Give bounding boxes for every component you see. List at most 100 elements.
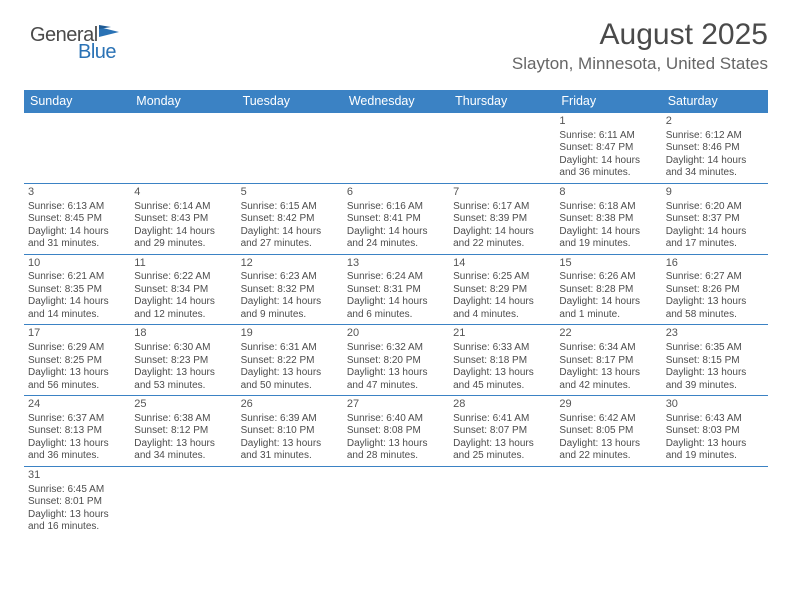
sunset-line: Sunset: 8:46 PM [666, 142, 764, 155]
day-number: 18 [134, 327, 232, 341]
sunset-line: Sunset: 8:28 PM [559, 284, 657, 297]
calendar-week-row: 17Sunrise: 6:29 AMSunset: 8:25 PMDayligh… [24, 325, 768, 396]
brand-logo: General Blue [30, 24, 121, 70]
calendar-day-cell: 9Sunrise: 6:20 AMSunset: 8:37 PMDaylight… [662, 184, 768, 254]
sunrise-line: Sunrise: 6:16 AM [347, 201, 445, 214]
day-number: 5 [241, 186, 339, 200]
sunrise-line: Sunrise: 6:11 AM [559, 130, 657, 143]
sunset-line: Sunset: 8:22 PM [241, 355, 339, 368]
sunset-line: Sunset: 8:43 PM [134, 213, 232, 226]
day-number: 4 [134, 186, 232, 200]
calendar-empty-cell [449, 467, 555, 537]
calendar-week-row: 24Sunrise: 6:37 AMSunset: 8:13 PMDayligh… [24, 396, 768, 467]
daylight-line: Daylight: 14 hours and 9 minutes. [241, 296, 339, 321]
sunset-line: Sunset: 8:47 PM [559, 142, 657, 155]
daylight-line: Daylight: 14 hours and 6 minutes. [347, 296, 445, 321]
calendar-day-cell: 13Sunrise: 6:24 AMSunset: 8:31 PMDayligh… [343, 255, 449, 325]
daylight-line: Daylight: 14 hours and 31 minutes. [28, 226, 126, 251]
calendar-day-cell: 2Sunrise: 6:12 AMSunset: 8:46 PMDaylight… [662, 113, 768, 183]
sunset-line: Sunset: 8:34 PM [134, 284, 232, 297]
daylight-line: Daylight: 13 hours and 50 minutes. [241, 367, 339, 392]
sunrise-line: Sunrise: 6:17 AM [453, 201, 551, 214]
calendar-day-cell: 14Sunrise: 6:25 AMSunset: 8:29 PMDayligh… [449, 255, 555, 325]
day-number: 24 [28, 398, 126, 412]
day-number: 30 [666, 398, 764, 412]
calendar-day-cell: 19Sunrise: 6:31 AMSunset: 8:22 PMDayligh… [237, 325, 343, 395]
calendar-week-row: 1Sunrise: 6:11 AMSunset: 8:47 PMDaylight… [24, 113, 768, 184]
sunrise-line: Sunrise: 6:13 AM [28, 201, 126, 214]
daylight-line: Daylight: 13 hours and 34 minutes. [134, 438, 232, 463]
calendar-day-cell: 7Sunrise: 6:17 AMSunset: 8:39 PMDaylight… [449, 184, 555, 254]
calendar-day-cell: 29Sunrise: 6:42 AMSunset: 8:05 PMDayligh… [555, 396, 661, 466]
sunrise-line: Sunrise: 6:40 AM [347, 413, 445, 426]
calendar-empty-cell [237, 467, 343, 537]
calendar-day-cell: 18Sunrise: 6:30 AMSunset: 8:23 PMDayligh… [130, 325, 236, 395]
day-number: 22 [559, 327, 657, 341]
calendar-empty-cell [555, 467, 661, 537]
calendar-day-cell: 24Sunrise: 6:37 AMSunset: 8:13 PMDayligh… [24, 396, 130, 466]
sunset-line: Sunset: 8:39 PM [453, 213, 551, 226]
daylight-line: Daylight: 14 hours and 27 minutes. [241, 226, 339, 251]
sunrise-line: Sunrise: 6:32 AM [347, 342, 445, 355]
daylight-line: Daylight: 14 hours and 19 minutes. [559, 226, 657, 251]
sunset-line: Sunset: 8:42 PM [241, 213, 339, 226]
calendar-day-cell: 17Sunrise: 6:29 AMSunset: 8:25 PMDayligh… [24, 325, 130, 395]
day-number: 13 [347, 257, 445, 271]
calendar-day-cell: 31Sunrise: 6:45 AMSunset: 8:01 PMDayligh… [24, 467, 130, 537]
day-number: 28 [453, 398, 551, 412]
daylight-line: Daylight: 13 hours and 58 minutes. [666, 296, 764, 321]
daylight-line: Daylight: 13 hours and 16 minutes. [28, 509, 126, 534]
weekday-header-cell: Friday [555, 90, 661, 113]
day-number: 20 [347, 327, 445, 341]
sunset-line: Sunset: 8:31 PM [347, 284, 445, 297]
page-header: General Blue August 2025 Slayton, Minnes… [0, 0, 792, 80]
daylight-line: Daylight: 13 hours and 39 minutes. [666, 367, 764, 392]
daylight-line: Daylight: 13 hours and 56 minutes. [28, 367, 126, 392]
sunset-line: Sunset: 8:08 PM [347, 425, 445, 438]
sunrise-line: Sunrise: 6:18 AM [559, 201, 657, 214]
weekday-header-row: SundayMondayTuesdayWednesdayThursdayFrid… [24, 90, 768, 113]
sunset-line: Sunset: 8:05 PM [559, 425, 657, 438]
logo-word-2: Blue [78, 41, 116, 63]
day-number: 23 [666, 327, 764, 341]
calendar-day-cell: 8Sunrise: 6:18 AMSunset: 8:38 PMDaylight… [555, 184, 661, 254]
calendar-day-cell: 20Sunrise: 6:32 AMSunset: 8:20 PMDayligh… [343, 325, 449, 395]
calendar-day-cell: 28Sunrise: 6:41 AMSunset: 8:07 PMDayligh… [449, 396, 555, 466]
sunset-line: Sunset: 8:29 PM [453, 284, 551, 297]
sunrise-line: Sunrise: 6:14 AM [134, 201, 232, 214]
day-number: 17 [28, 327, 126, 341]
daylight-line: Daylight: 13 hours and 25 minutes. [453, 438, 551, 463]
sunrise-line: Sunrise: 6:29 AM [28, 342, 126, 355]
weekday-header-cell: Thursday [449, 90, 555, 113]
daylight-line: Daylight: 13 hours and 47 minutes. [347, 367, 445, 392]
daylight-line: Daylight: 14 hours and 29 minutes. [134, 226, 232, 251]
sunset-line: Sunset: 8:38 PM [559, 213, 657, 226]
calendar-weeks: 1Sunrise: 6:11 AMSunset: 8:47 PMDaylight… [24, 113, 768, 537]
calendar-day-cell: 6Sunrise: 6:16 AMSunset: 8:41 PMDaylight… [343, 184, 449, 254]
calendar-day-cell: 10Sunrise: 6:21 AMSunset: 8:35 PMDayligh… [24, 255, 130, 325]
sunset-line: Sunset: 8:03 PM [666, 425, 764, 438]
day-number: 9 [666, 186, 764, 200]
day-number: 3 [28, 186, 126, 200]
daylight-line: Daylight: 14 hours and 24 minutes. [347, 226, 445, 251]
day-number: 10 [28, 257, 126, 271]
day-number: 27 [347, 398, 445, 412]
sunrise-line: Sunrise: 6:15 AM [241, 201, 339, 214]
daylight-line: Daylight: 13 hours and 45 minutes. [453, 367, 551, 392]
weekday-header-cell: Sunday [24, 90, 130, 113]
sunset-line: Sunset: 8:45 PM [28, 213, 126, 226]
weekday-header-cell: Monday [130, 90, 236, 113]
calendar-day-cell: 27Sunrise: 6:40 AMSunset: 8:08 PMDayligh… [343, 396, 449, 466]
daylight-line: Daylight: 13 hours and 22 minutes. [559, 438, 657, 463]
calendar-week-row: 10Sunrise: 6:21 AMSunset: 8:35 PMDayligh… [24, 255, 768, 326]
calendar-day-cell: 15Sunrise: 6:26 AMSunset: 8:28 PMDayligh… [555, 255, 661, 325]
calendar-empty-cell [343, 113, 449, 183]
sunset-line: Sunset: 8:26 PM [666, 284, 764, 297]
calendar-empty-cell [449, 113, 555, 183]
sunrise-line: Sunrise: 6:31 AM [241, 342, 339, 355]
daylight-line: Daylight: 14 hours and 1 minute. [559, 296, 657, 321]
day-number: 25 [134, 398, 232, 412]
sunset-line: Sunset: 8:17 PM [559, 355, 657, 368]
daylight-line: Daylight: 13 hours and 36 minutes. [28, 438, 126, 463]
day-number: 2 [666, 115, 764, 129]
